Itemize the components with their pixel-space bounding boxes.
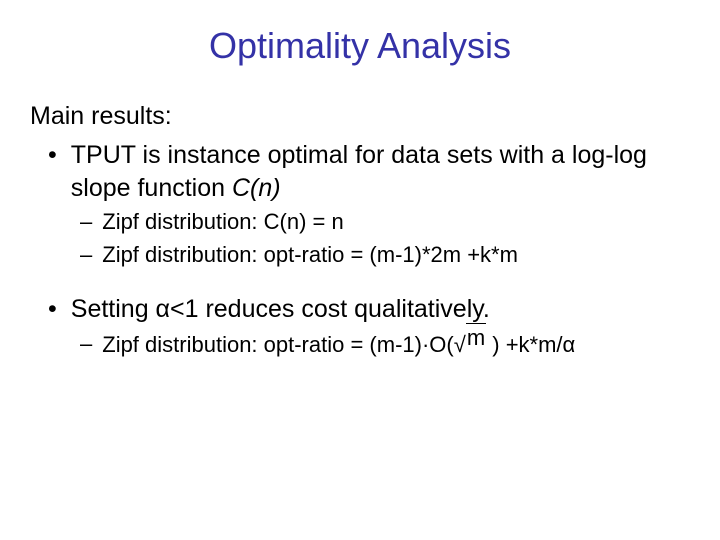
sub-bullet-1-1-content: Zipf distribution: C(n) = n [102,208,690,237]
sub-bullet-2-1-content: Zipf distribution: opt-ratio = (m-1)·O(√… [102,330,690,360]
sub-bullet-1-2: – Zipf distribution: opt-ratio = (m-1)*2… [80,241,690,270]
spacer [30,269,690,293]
bullet-2-text: Setting α<1 reduces cost qualitatively. [71,295,490,323]
bullet-2: • Setting α<1 reduces cost qualitatively… [48,293,690,326]
bullet-1-content: TPUT is instance optimal for data sets w… [71,139,690,204]
bullet-1-italic: C(n) [232,174,281,202]
dash-marker: – [80,330,92,360]
sub-bullet-2-1: – Zipf distribution: opt-ratio = (m-1)·O… [80,330,690,360]
dash-marker: – [80,208,92,237]
bullet-1: • TPUT is instance optimal for data sets… [48,139,690,204]
sub-bullet-1-2-content: Zipf distribution: opt-ratio = (m-1)*2m … [102,241,690,270]
sub-bullet-1-1: – Zipf distribution: C(n) = n [80,208,690,237]
dash-marker: – [80,241,92,270]
bullet-1-text: TPUT is instance optimal for data sets w… [71,141,647,202]
bullet-marker: • [48,139,57,204]
bullet-marker: • [48,293,57,326]
main-heading: Main results: [30,102,690,131]
bullet-2-content: Setting α<1 reduces cost qualitatively. [71,293,690,326]
slide-title: Optimality Analysis [30,25,690,67]
